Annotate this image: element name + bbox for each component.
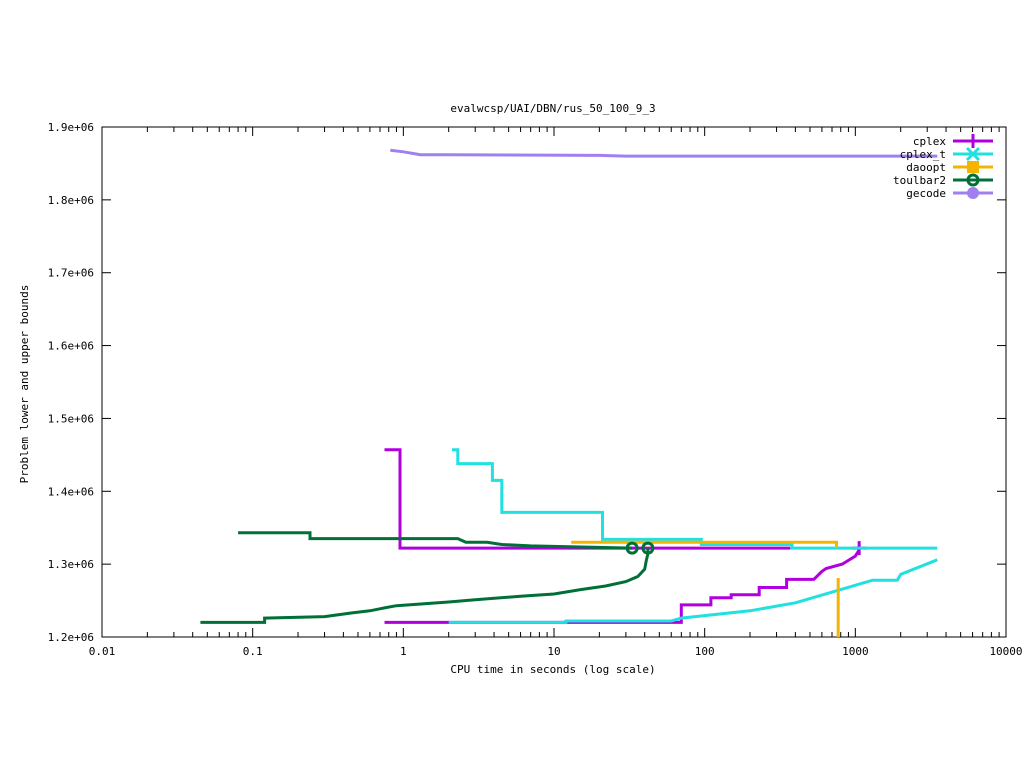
- y-tick-label: 1.4e+06: [48, 485, 94, 498]
- legend-marker: [967, 161, 979, 173]
- y-tick-label: 1.5e+06: [48, 412, 94, 425]
- y-tick-label: 1.2e+06: [48, 631, 94, 644]
- x-axis: 0.01 0.1 1 10 100 1000 10000: [89, 127, 1023, 658]
- series-line: [390, 148, 938, 158]
- x-tick-label: 10000: [989, 645, 1022, 658]
- legend-item: cplex: [913, 134, 993, 148]
- y-axis-label: Problem lower and upper bounds: [18, 285, 31, 484]
- legend-item: cplex_t: [900, 146, 993, 162]
- series-gecode: [390, 148, 938, 158]
- y-tick-label: 1.6e+06: [48, 340, 94, 353]
- x-tick-label: 1: [400, 645, 407, 658]
- data-point-marker: [641, 541, 655, 555]
- series-daoopt: [571, 540, 840, 637]
- x-tick-label: 10: [547, 645, 560, 658]
- series-line: [571, 540, 838, 549]
- x-tick-label: 1000: [842, 645, 869, 658]
- legend-item: daoopt: [906, 161, 993, 174]
- y-tick-label: 1.9e+06: [48, 121, 94, 134]
- series-cplex: [384, 448, 867, 624]
- x-tick-label: 100: [695, 645, 715, 658]
- legend-label: daoopt: [906, 161, 946, 174]
- chart-title: evalwcsp/UAI/DBN/rus_50_100_9_3: [450, 102, 655, 115]
- series-toulbar2: [200, 531, 655, 624]
- series-layer: [200, 148, 938, 637]
- y-tick-label: 1.8e+06: [48, 194, 94, 207]
- legend-marker: [966, 134, 980, 148]
- legend-marker: [967, 187, 979, 199]
- data-point-marker: [625, 541, 639, 555]
- x-tick-label: 0.1: [243, 645, 263, 658]
- y-tick-label: 1.3e+06: [48, 558, 94, 571]
- legend-label: gecode: [906, 187, 946, 200]
- plot-frame: [101, 126, 1007, 638]
- series-line: [448, 558, 938, 624]
- legend-item: gecode: [906, 187, 993, 200]
- legend-label: toulbar2: [893, 174, 946, 187]
- series-line: [451, 448, 938, 550]
- legend-marker: [966, 173, 980, 187]
- series-line: [238, 531, 633, 550]
- x-axis-label: CPU time in seconds (log scale): [450, 663, 655, 676]
- series-line: [200, 548, 650, 624]
- series-line: [384, 547, 861, 624]
- y-tick-label: 1.7e+06: [48, 267, 94, 280]
- legend-item: toulbar2: [893, 173, 993, 187]
- y-axis: 1.2e+06 1.3e+06 1.4e+06 1.5e+06 1.6e+06 1.7e+…: [48, 121, 1006, 644]
- series-line: [384, 448, 791, 550]
- legend-label: cplex: [913, 135, 946, 148]
- legend-marker: [965, 146, 981, 162]
- legend-label: cplex_t: [900, 148, 946, 161]
- series-cplex-t: [448, 448, 938, 624]
- x-tick-label: 0.01: [89, 645, 116, 658]
